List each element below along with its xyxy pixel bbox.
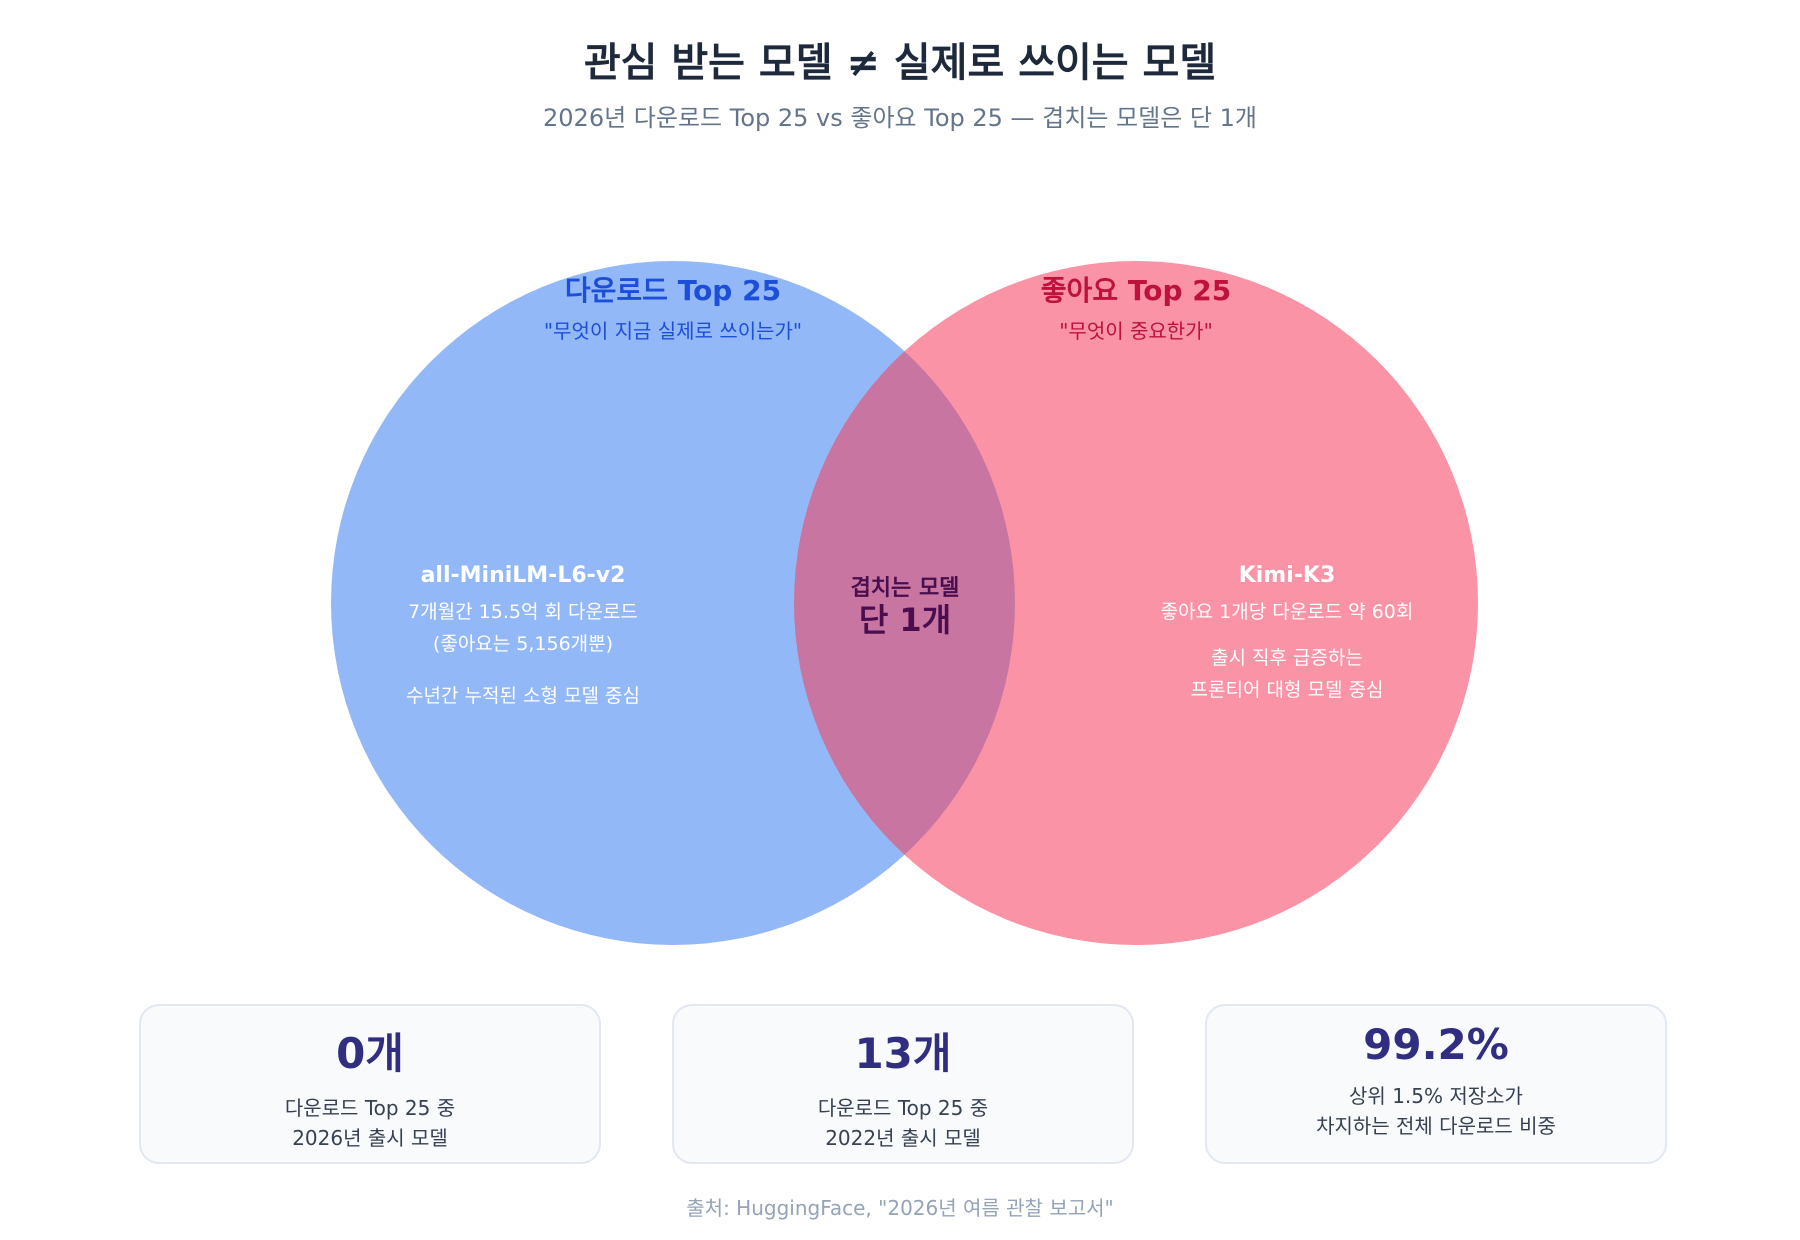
page-title: 관심 받는 모델 ≠ 실제로 쓰이는 모델 [583,40,1217,86]
overlap-region [794,261,1015,945]
overlap-count: 단 1개 [859,601,951,639]
overlap-label: 겹치는 모델 [851,576,960,601]
download-set-summary: 수년간 누적된 소형 모델 중심 [406,685,640,707]
stat-value: 13개 [854,1029,952,1078]
download-set-title: 다운로드 Top 25 [565,274,781,307]
likes-set-title: 좋아요 Top 25 [1041,274,1231,307]
stat-label: 상위 1.5% 저장소가 차지하는 전체 다운로드 비중 [1316,1084,1556,1138]
download-top-model: all-MiniLM-L6-v2 [421,563,626,588]
stat-value: 0개 [336,1029,404,1078]
venn-diagram: 다운로드 Top 25 "무엇이 지금 실제로 쓰이는가" all-MiniLM… [331,261,1478,945]
likes-model-stat: 좋아요 1개당 다운로드 약 60회 [1161,601,1414,623]
page-subtitle: 2026년 다운로드 Top 25 vs 좋아요 Top 25 — 겹치는 모델… [543,104,1257,132]
download-set-quote: "무엇이 지금 실제로 쓰이는가" [544,319,802,343]
stat-card-download-share: 99.2% 상위 1.5% 저장소가 차지하는 전체 다운로드 비중 [1205,1004,1667,1164]
stat-value: 99.2% [1363,1020,1509,1069]
likes-set-summary-line2: 프론티어 대형 모델 중심 [1191,679,1384,701]
likes-top-model: Kimi-K3 [1239,563,1336,588]
stat-card-2026-releases: 0개 다운로드 Top 25 중 2026년 출시 모델 [139,1004,601,1164]
download-model-stat: 7개월간 15.5억 회 다운로드 [408,601,638,623]
likes-set-quote: "무엇이 중요한가" [1059,319,1213,343]
likes-set-summary-line1: 출시 직후 급증하는 [1211,647,1363,669]
stat-label: 다운로드 Top 25 중 2022년 출시 모델 [817,1096,989,1150]
download-model-likes-note: (좋아요는 5,156개뿐) [433,633,613,655]
source-note: 출처: HuggingFace, "2026년 여름 관찰 보고서" [686,1196,1114,1220]
stat-card-2022-releases: 13개 다운로드 Top 25 중 2022년 출시 모델 [672,1004,1134,1164]
stat-label: 다운로드 Top 25 중 2026년 출시 모델 [284,1096,456,1150]
